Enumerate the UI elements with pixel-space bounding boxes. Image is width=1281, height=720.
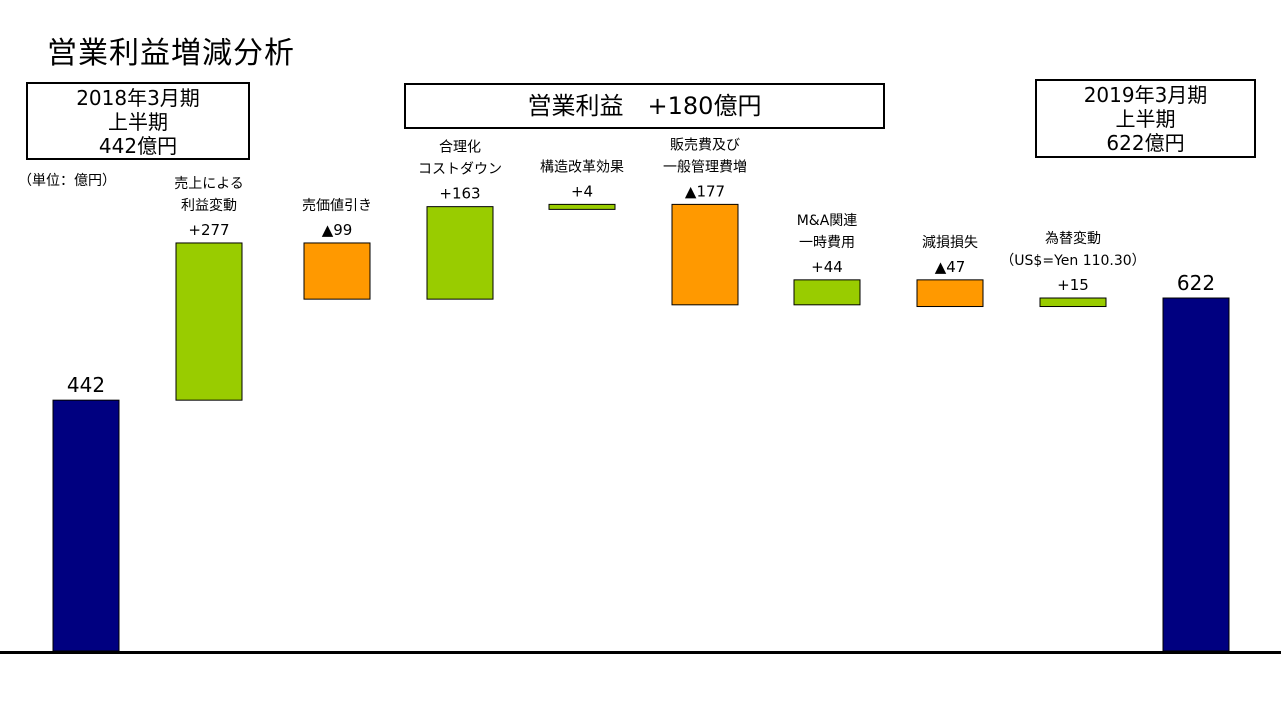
category-label: 販売費及び: [670, 137, 740, 153]
bar-value-label: ▲177: [685, 182, 725, 200]
bar-value-label: +44: [811, 258, 843, 276]
start-value-label: 442億円: [98, 134, 178, 158]
category-label: M&A関連: [797, 213, 858, 229]
bar-increase: [1039, 297, 1107, 308]
bar-total: [52, 399, 120, 652]
start-period-box: 2018年3月期 上半期 442億円: [26, 82, 250, 160]
bar-value-label: +277: [188, 221, 229, 239]
bar-increase: [793, 279, 861, 306]
category-label: 一時費用: [799, 235, 855, 251]
bar-value-label: +163: [439, 185, 480, 203]
category-label: （US$=Yen 110.30）: [1000, 253, 1145, 269]
end-half-label: 上半期: [1115, 107, 1176, 131]
operating-profit-change-box: 営業利益 +180億円: [404, 83, 885, 129]
end-value-label: 622億円: [1106, 131, 1185, 155]
bar-total: [1162, 297, 1230, 652]
category-label: 売価値引き: [302, 198, 372, 214]
bar-value-label: +4: [571, 182, 593, 200]
bar-value-label: 622: [1177, 271, 1215, 295]
bar-increase: [175, 242, 243, 401]
category-label: 減損損失: [922, 234, 978, 251]
bar-decrease: [303, 242, 371, 300]
unit-note: （単位：億円）: [18, 173, 116, 189]
page-title: 営業利益増減分析: [47, 36, 295, 71]
start-period-label: 2018年3月期: [76, 86, 200, 110]
category-label: 合理化: [439, 140, 481, 156]
start-half-label: 上半期: [108, 110, 168, 134]
bar-value-label: +15: [1057, 276, 1089, 294]
category-label: 構造改革効果: [540, 159, 624, 175]
category-label: 利益変動: [181, 197, 237, 214]
category-label: 為替変動: [1045, 230, 1101, 247]
category-label: 一般管理費増: [663, 159, 747, 175]
bar-value-label: ▲99: [322, 221, 353, 239]
bar-value-label: ▲47: [935, 258, 966, 276]
end-period-box: 2019年3月期 上半期 622億円: [1035, 79, 1256, 158]
bar-increase: [548, 203, 616, 210]
bar-value-label: 442: [67, 373, 105, 397]
bar-increase: [426, 206, 494, 300]
bar-decrease: [671, 203, 739, 306]
end-period-label: 2019年3月期: [1083, 83, 1208, 107]
bar-decrease: [916, 279, 984, 308]
category-label: コストダウン: [418, 162, 502, 178]
category-label: 売上による: [174, 176, 244, 192]
x-axis-line: [0, 651, 1281, 654]
